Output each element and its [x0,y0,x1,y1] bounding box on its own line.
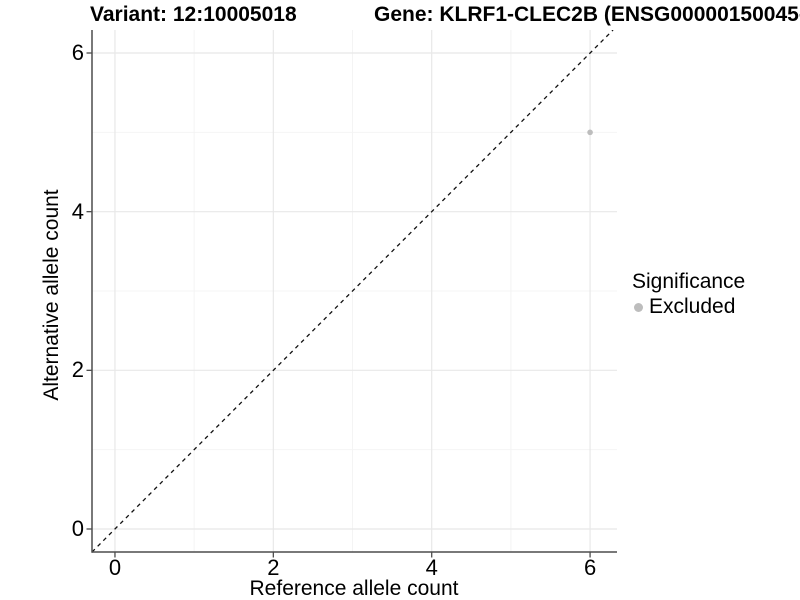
y-tick-label: 4 [71,198,84,224]
y-tick-label: 2 [71,357,84,383]
plot-panel [86,30,617,558]
x-tick-label: 4 [425,555,438,580]
x-tick-label: 0 [108,555,122,580]
legend-item-label: Excluded [649,295,736,318]
variant-title: Variant: 12:10005018 [90,3,297,26]
y-axis-title: Alternative allele count [40,189,63,401]
x-axis-title: Reference allele count [249,577,459,600]
data-point [587,129,593,136]
gene-title: Gene: KLRF1-CLEC2B (ENSG00000150045-EN [374,3,800,26]
y-tick-label: 6 [71,40,84,65]
legend-item-excluded: Excluded [632,295,745,319]
identity-reference-line [91,30,614,553]
legend-title: Significance [632,270,746,293]
y-tick-label: 0 [71,515,84,541]
legend: Significance Excluded [632,270,745,319]
legend-key-dot-icon [634,302,643,312]
x-tick-label: 6 [583,555,597,580]
x-tick-label: 2 [267,555,280,580]
